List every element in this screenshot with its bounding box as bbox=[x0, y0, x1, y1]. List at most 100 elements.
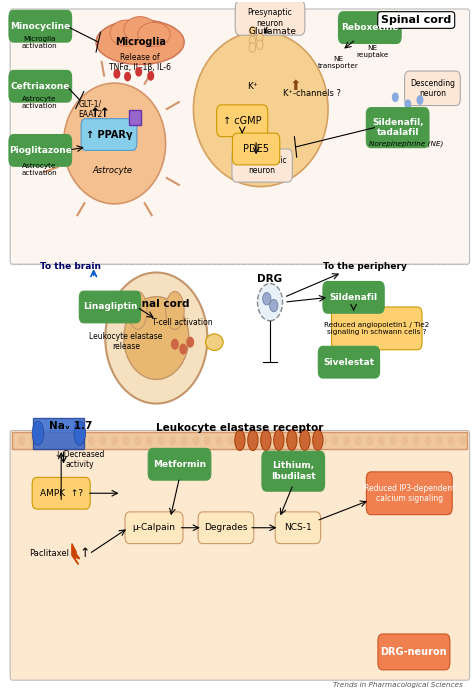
Circle shape bbox=[42, 437, 48, 445]
FancyBboxPatch shape bbox=[10, 430, 470, 680]
Circle shape bbox=[249, 43, 255, 53]
FancyBboxPatch shape bbox=[378, 634, 450, 670]
Circle shape bbox=[274, 437, 280, 445]
Circle shape bbox=[182, 437, 187, 445]
Text: Pioglitazone: Pioglitazone bbox=[9, 146, 72, 155]
Ellipse shape bbox=[110, 20, 142, 46]
Text: K⁺: K⁺ bbox=[247, 82, 258, 91]
Circle shape bbox=[205, 437, 210, 445]
Text: Microglia
activation: Microglia activation bbox=[21, 35, 57, 49]
Ellipse shape bbox=[287, 430, 297, 450]
Circle shape bbox=[251, 437, 256, 445]
Text: Reboxetine: Reboxetine bbox=[341, 23, 399, 32]
Text: Sildenafil: Sildenafil bbox=[329, 293, 378, 302]
FancyBboxPatch shape bbox=[405, 71, 460, 105]
Text: Microglia: Microglia bbox=[115, 37, 165, 47]
Circle shape bbox=[216, 437, 222, 445]
Text: Lithium,
Ibudilast: Lithium, Ibudilast bbox=[271, 462, 316, 481]
Ellipse shape bbox=[206, 334, 223, 350]
FancyBboxPatch shape bbox=[32, 477, 90, 509]
Circle shape bbox=[263, 437, 268, 445]
Ellipse shape bbox=[165, 291, 184, 330]
Circle shape bbox=[390, 437, 396, 445]
Text: Paclitaxel: Paclitaxel bbox=[29, 550, 70, 559]
Circle shape bbox=[460, 437, 465, 445]
FancyBboxPatch shape bbox=[323, 282, 384, 313]
Bar bbox=[12, 432, 467, 449]
FancyBboxPatch shape bbox=[366, 108, 429, 148]
Circle shape bbox=[158, 437, 164, 445]
Text: GLT-1/
EAAT2: GLT-1/ EAAT2 bbox=[78, 99, 102, 119]
Circle shape bbox=[270, 299, 278, 312]
Circle shape bbox=[123, 437, 129, 445]
FancyBboxPatch shape bbox=[81, 119, 137, 151]
Circle shape bbox=[112, 437, 118, 445]
FancyBboxPatch shape bbox=[217, 105, 268, 137]
FancyBboxPatch shape bbox=[275, 512, 320, 543]
Circle shape bbox=[148, 71, 154, 80]
Circle shape bbox=[249, 26, 255, 36]
Ellipse shape bbox=[300, 430, 310, 450]
Circle shape bbox=[100, 437, 106, 445]
Circle shape bbox=[405, 100, 410, 108]
Text: Postsynaptic
neuron: Postsynaptic neuron bbox=[238, 156, 286, 176]
Circle shape bbox=[30, 437, 36, 445]
Circle shape bbox=[114, 69, 119, 78]
Circle shape bbox=[417, 96, 423, 104]
Circle shape bbox=[402, 437, 408, 445]
Circle shape bbox=[257, 284, 283, 321]
Text: Leukocyte elastase
release: Leukocyte elastase release bbox=[90, 332, 163, 351]
Text: Sivelestat: Sivelestat bbox=[323, 357, 374, 366]
Ellipse shape bbox=[128, 291, 147, 330]
Text: To the brain: To the brain bbox=[40, 262, 101, 271]
Circle shape bbox=[187, 337, 193, 347]
Ellipse shape bbox=[261, 430, 271, 450]
Text: Astrocyte: Astrocyte bbox=[92, 167, 132, 176]
Circle shape bbox=[367, 437, 373, 445]
Text: Reduced IP3-dependent
calcium signaling: Reduced IP3-dependent calcium signaling bbox=[364, 484, 455, 503]
Circle shape bbox=[356, 437, 361, 445]
FancyBboxPatch shape bbox=[9, 10, 72, 42]
Text: ⬆: ⬆ bbox=[290, 79, 301, 93]
Polygon shape bbox=[72, 543, 80, 564]
Text: DRG: DRG bbox=[257, 274, 283, 285]
FancyBboxPatch shape bbox=[9, 70, 72, 102]
Text: PDE5: PDE5 bbox=[243, 144, 269, 154]
Ellipse shape bbox=[193, 31, 328, 187]
Ellipse shape bbox=[235, 430, 245, 450]
Text: Glutamate: Glutamate bbox=[248, 26, 296, 35]
Text: ↓ Decreased
activity: ↓ Decreased activity bbox=[55, 450, 104, 469]
Bar bbox=[33, 418, 84, 449]
Text: Astrocyte
activation: Astrocyte activation bbox=[21, 162, 57, 176]
Text: DRG-neuron: DRG-neuron bbox=[381, 647, 447, 657]
FancyBboxPatch shape bbox=[331, 307, 422, 350]
Circle shape bbox=[297, 437, 303, 445]
FancyBboxPatch shape bbox=[232, 149, 292, 182]
Circle shape bbox=[239, 437, 245, 445]
Text: Leukocyte elastase receptor: Leukocyte elastase receptor bbox=[156, 423, 324, 433]
Circle shape bbox=[379, 437, 384, 445]
Ellipse shape bbox=[74, 421, 85, 446]
Text: Descending
neuron: Descending neuron bbox=[410, 78, 455, 98]
Text: ↑↑: ↑↑ bbox=[89, 108, 110, 120]
Text: Norepinephrine (NE): Norepinephrine (NE) bbox=[369, 140, 443, 146]
Circle shape bbox=[193, 437, 199, 445]
Text: K⁺-channels ?: K⁺-channels ? bbox=[283, 89, 341, 98]
FancyBboxPatch shape bbox=[319, 346, 380, 378]
Text: NCS-1: NCS-1 bbox=[284, 523, 312, 532]
Text: Degrades: Degrades bbox=[204, 523, 248, 532]
FancyBboxPatch shape bbox=[79, 291, 141, 323]
Circle shape bbox=[180, 344, 186, 354]
Circle shape bbox=[135, 437, 141, 445]
Text: To the periphery: To the periphery bbox=[323, 262, 407, 271]
Text: Metformin: Metformin bbox=[153, 459, 206, 468]
Text: Astrocyte
activation: Astrocyte activation bbox=[21, 96, 57, 108]
Circle shape bbox=[19, 437, 25, 445]
Circle shape bbox=[228, 437, 233, 445]
Circle shape bbox=[77, 437, 82, 445]
Circle shape bbox=[286, 437, 292, 445]
Circle shape bbox=[437, 437, 442, 445]
Circle shape bbox=[89, 437, 94, 445]
Text: μ-Calpain: μ-Calpain bbox=[133, 523, 175, 532]
FancyBboxPatch shape bbox=[232, 133, 280, 165]
